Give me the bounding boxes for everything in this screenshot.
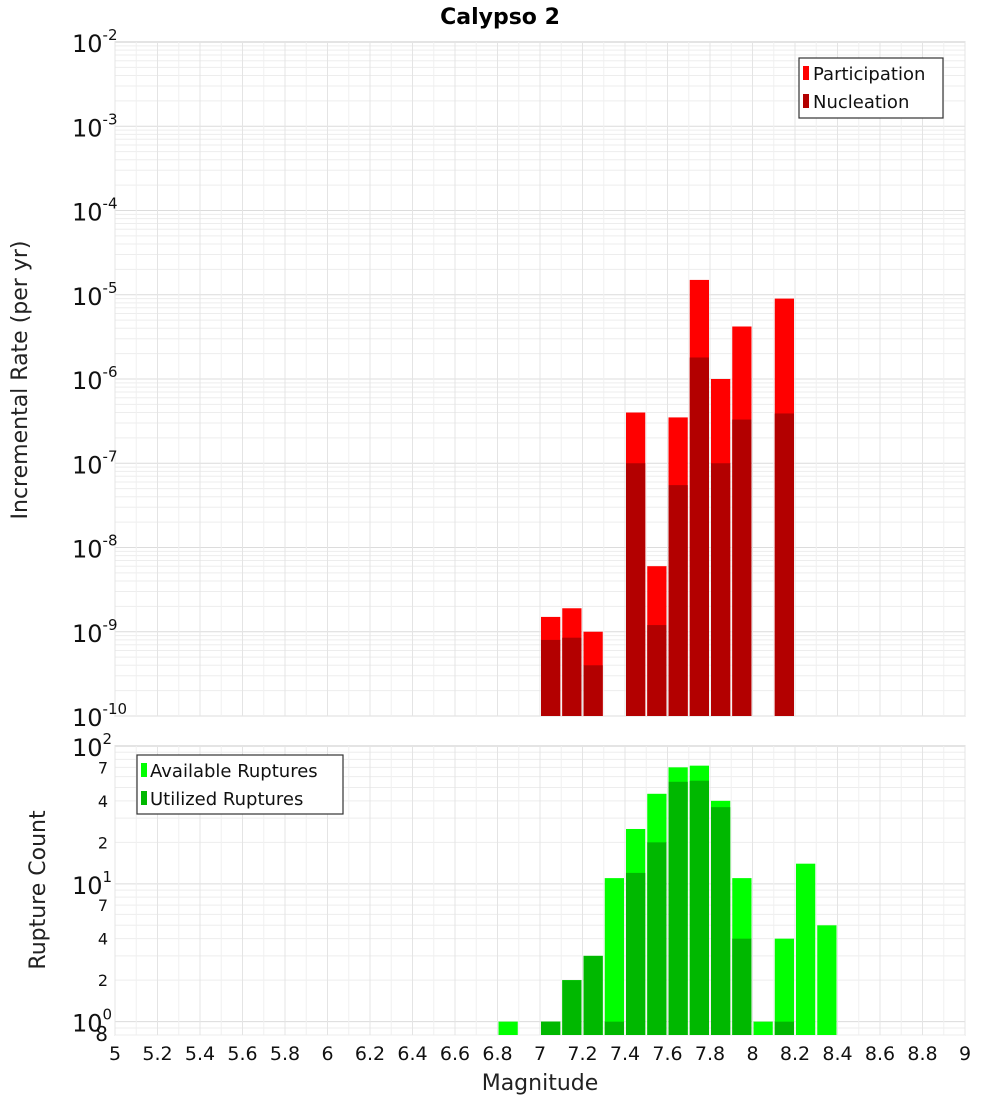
top-y-tick-label: 10-8 — [72, 532, 118, 564]
x-tick-label: 5.6 — [227, 1043, 257, 1065]
available-ruptures-bar — [774, 938, 794, 1035]
available-ruptures-bar — [498, 1021, 518, 1035]
x-tick-label: 6.8 — [482, 1043, 512, 1065]
nucleation-bar — [711, 463, 731, 716]
top-y-tick-label: 10-2 — [72, 26, 118, 58]
x-tick-label: 7.4 — [610, 1043, 640, 1065]
bottom-y-tick-label: 100 — [72, 1006, 112, 1038]
legend-swatch-available — [141, 763, 147, 777]
legend-label-utilized: Utilized Ruptures — [150, 789, 303, 810]
available-ruptures-bar — [753, 1021, 773, 1035]
legend-label-participation: Participation — [813, 64, 925, 85]
top-panel: 10-10 10-9 10-8 10-7 10-6 10-5 10-4 10-3 10-2 In… — [8, 26, 966, 732]
nucleation-bar — [626, 463, 646, 716]
top-grid — [114, 42, 966, 717]
legend-label-available: Available Ruptures — [150, 761, 318, 782]
x-tick-label: 5.8 — [270, 1043, 300, 1065]
top-y-tick-label: 10-9 — [72, 616, 118, 648]
legend-swatch-nucleation — [803, 94, 809, 108]
available-ruptures-bar — [796, 863, 816, 1035]
x-tick-label: 8.2 — [780, 1043, 810, 1065]
x-tick-label: 5 — [109, 1043, 121, 1065]
bottom-legend: Available Ruptures Utilized Ruptures — [136, 754, 344, 815]
nucleation-bar — [647, 625, 667, 716]
nucleation-bar — [774, 413, 794, 716]
top-y-tick-label: 10-10 — [72, 700, 127, 732]
bottom-y-tick-label: 102 — [72, 730, 112, 762]
legend-label-nucleation: Nucleation — [813, 92, 909, 113]
x-tick-label: 7.8 — [695, 1043, 725, 1065]
utilized-ruptures-bar — [583, 955, 603, 1035]
bottom-y-tick-label: 7 — [98, 758, 108, 777]
nucleation-bar — [562, 637, 582, 716]
x-tick-label: 7.6 — [652, 1043, 682, 1065]
bottom-legend-box — [136, 754, 344, 815]
top-y-ticks: 10-10 10-9 10-8 10-7 10-6 10-5 10-4 10-3 10-2 — [72, 26, 127, 732]
available-ruptures-bar — [817, 925, 837, 1035]
x-tick-label: 5.2 — [142, 1043, 172, 1065]
bottom-y-tick-label: 8 — [95, 1022, 108, 1046]
bottom-y-tick-label: 4 — [98, 792, 108, 811]
top-y-tick-label: 10-7 — [72, 447, 118, 479]
nucleation-bar — [732, 419, 752, 716]
utilized-ruptures-bar — [732, 938, 752, 1035]
top-legend: Participation Nucleation — [798, 57, 944, 119]
top-y-tick-label: 10-6 — [72, 363, 118, 395]
x-tick-label: 5.4 — [185, 1043, 215, 1065]
utilized-ruptures-bar — [668, 781, 688, 1035]
utilized-ruptures-bar — [711, 807, 731, 1035]
x-tick-label: 9 — [959, 1043, 971, 1065]
utilized-ruptures-bar — [689, 780, 709, 1035]
nucleation-bar — [541, 639, 561, 716]
bottom-y-tick-label: 2 — [98, 833, 108, 852]
x-tick-label: 8 — [746, 1043, 758, 1065]
bottom-y-axis-label: Rupture Count — [26, 810, 51, 970]
x-tick-label: 8.6 — [865, 1043, 895, 1065]
utilized-ruptures-bar — [647, 842, 667, 1035]
top-bars — [541, 279, 794, 716]
utilized-ruptures-bar — [774, 1021, 794, 1035]
bottom-y-tick-label: 2 — [98, 971, 108, 990]
bottom-bars — [498, 765, 837, 1035]
legend-swatch-participation — [803, 66, 809, 80]
top-y-axis-label: Incremental Rate (per yr) — [8, 241, 33, 520]
available-ruptures-bar — [604, 878, 624, 1035]
top-y-tick-label: 10-3 — [72, 110, 118, 142]
x-tick-label: 6.6 — [440, 1043, 470, 1065]
nucleation-bar — [583, 665, 603, 716]
x-tick-label: 8.8 — [907, 1043, 937, 1065]
top-y-tick-label: 10-5 — [72, 279, 118, 311]
bottom-y-tick-label: 101 — [72, 868, 112, 900]
legend-swatch-utilized — [141, 791, 147, 805]
x-tick-label: 6.4 — [397, 1043, 427, 1065]
top-y-tick-label: 10-4 — [72, 195, 118, 227]
utilized-ruptures-bar — [541, 1021, 561, 1035]
x-tick-label: 6.2 — [355, 1043, 385, 1065]
x-tick-label: 8.4 — [822, 1043, 852, 1065]
nucleation-bar — [689, 357, 709, 716]
x-ticks: 5 5.2 5.4 5.6 5.8 6 6.2 6.4 6.6 6.8 7 7.2 7.4 7.6 7.8 8… — [109, 1043, 971, 1065]
chart-title: Calypso 2 — [440, 5, 560, 30]
utilized-ruptures-bar — [604, 1021, 624, 1035]
utilized-ruptures-bar — [562, 980, 582, 1035]
x-axis-label: Magnitude — [482, 1071, 599, 1096]
bottom-y-tick-label: 7 — [98, 896, 108, 915]
x-tick-label: 7 — [534, 1043, 546, 1065]
x-tick-label: 6 — [321, 1043, 333, 1065]
bottom-y-tick-label: 4 — [98, 930, 108, 949]
utilized-ruptures-bar — [626, 872, 646, 1035]
top-legend-box — [798, 57, 944, 119]
x-tick-label: 7.2 — [567, 1043, 597, 1065]
nucleation-bar — [668, 485, 688, 716]
